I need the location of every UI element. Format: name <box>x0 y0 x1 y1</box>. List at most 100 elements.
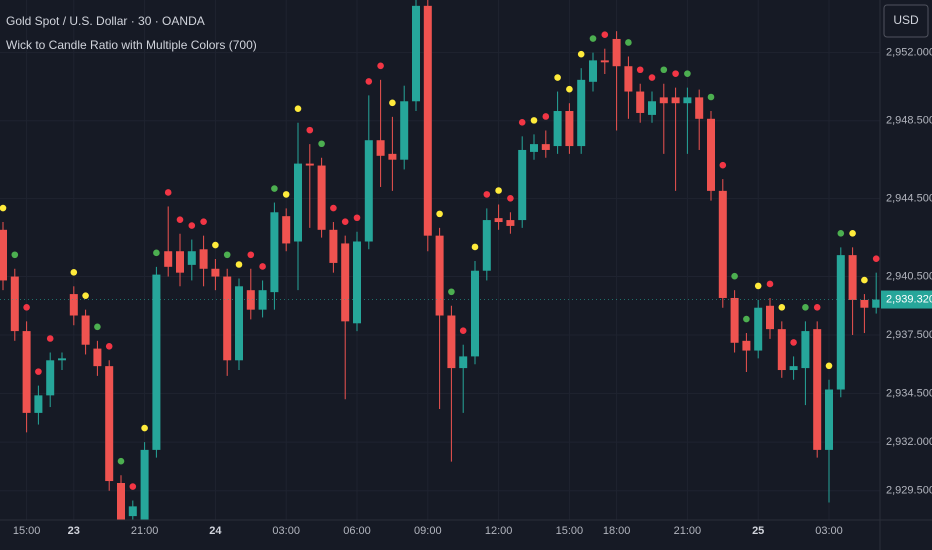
candle-body <box>140 449 149 520</box>
candle-body <box>636 91 645 113</box>
signal-dot <box>306 126 314 134</box>
currency-button[interactable] <box>883 4 929 38</box>
signal-dot <box>436 210 443 218</box>
candle-body <box>93 348 102 367</box>
candle-body <box>10 276 19 332</box>
candle-body <box>801 331 810 369</box>
signal-dot <box>247 251 255 259</box>
x-tick-label: 23 <box>68 525 80 537</box>
candle-body <box>117 482 125 520</box>
signal-dot <box>129 483 137 490</box>
signal-dot <box>518 119 526 126</box>
signal-dot <box>105 342 113 350</box>
last-price-label: 2,939.320 <box>886 293 932 305</box>
candle-body <box>400 101 409 160</box>
signal-dot <box>200 218 207 225</box>
candle-body <box>128 506 137 517</box>
signal-dot <box>672 70 679 77</box>
x-tick-label: 25 <box>752 525 764 537</box>
signal-dot <box>153 249 160 257</box>
candle-body <box>541 144 550 150</box>
candle-body <box>518 149 527 221</box>
last-price-box <box>881 290 932 309</box>
candle-body <box>353 241 361 324</box>
candle-body <box>577 79 586 147</box>
signal-dot <box>0 204 7 212</box>
candle-body <box>624 66 633 92</box>
candle-body <box>612 38 621 67</box>
signal-dot <box>566 85 573 93</box>
signal-dot <box>353 214 361 222</box>
signal-dot <box>813 304 821 311</box>
candle-body <box>235 286 243 361</box>
candle-body <box>164 251 173 267</box>
signal-dot <box>861 276 868 284</box>
signal-dot <box>719 161 727 169</box>
candle-body <box>341 243 350 322</box>
x-tick-label: 24 <box>209 525 222 537</box>
signal-dot <box>82 292 89 299</box>
candle-body <box>187 251 196 265</box>
candle-body <box>506 220 515 226</box>
signal-dot <box>365 78 373 85</box>
candle-body <box>707 118 715 191</box>
candle-body <box>789 366 798 371</box>
candle-body <box>766 305 774 330</box>
x-tick-label: 15:00 <box>13 525 41 537</box>
signal-dot <box>11 251 19 259</box>
candle-body <box>423 5 432 236</box>
x-tick-label: 09:00 <box>414 525 442 537</box>
candle-body <box>211 268 220 277</box>
signal-dot <box>459 327 467 335</box>
signal-dot <box>259 263 266 270</box>
candle-body <box>58 358 66 361</box>
candle-body <box>152 274 161 450</box>
candle-body <box>258 290 267 310</box>
x-tick-label: 15:00 <box>556 525 584 537</box>
candle-body <box>329 229 338 263</box>
candle-body <box>305 163 314 166</box>
signal-dot <box>589 35 597 42</box>
y-tick-label: 2,929.500 <box>886 485 932 497</box>
candle-body <box>246 290 255 310</box>
y-tick-label: 2,952.000 <box>886 46 932 58</box>
y-tick-label: 2,944.500 <box>886 193 932 205</box>
y-tick-label: 2,932.000 <box>886 436 932 448</box>
candle-body <box>447 315 456 369</box>
signal-dot <box>46 335 54 342</box>
signal-dot <box>660 66 668 74</box>
candle-body <box>105 366 114 482</box>
signal-dot <box>271 185 278 192</box>
signal-dot <box>601 31 609 38</box>
signal-dot <box>448 288 455 296</box>
x-tick-label: 21:00 <box>674 525 702 537</box>
candle-body <box>565 111 574 147</box>
candle-body <box>69 294 78 316</box>
signal-dot <box>235 261 243 268</box>
signal-dot <box>743 315 750 323</box>
signal-dot <box>176 216 184 224</box>
candle-body <box>317 165 326 230</box>
x-tick-label: 18:00 <box>603 525 631 537</box>
signal-dot <box>754 282 762 290</box>
candle-body <box>742 340 751 351</box>
signal-dot <box>554 74 561 81</box>
candle-body <box>388 153 397 160</box>
signal-dot <box>684 70 691 77</box>
signal-dot <box>223 251 231 259</box>
candle-body <box>813 329 822 450</box>
signal-dot <box>483 191 491 198</box>
candle-body <box>730 297 739 343</box>
candle-body <box>471 270 479 357</box>
candle-body <box>270 212 279 293</box>
signal-dot <box>648 74 656 81</box>
signal-dot <box>23 304 30 311</box>
currency-label[interactable]: USD <box>893 13 919 27</box>
signal-dot <box>790 339 797 346</box>
signal-dot <box>164 189 172 196</box>
signal-dot <box>731 272 738 280</box>
signal-dot <box>471 243 479 251</box>
candle-body <box>482 220 491 271</box>
candle-body <box>695 97 704 119</box>
signal-dot <box>294 105 302 112</box>
